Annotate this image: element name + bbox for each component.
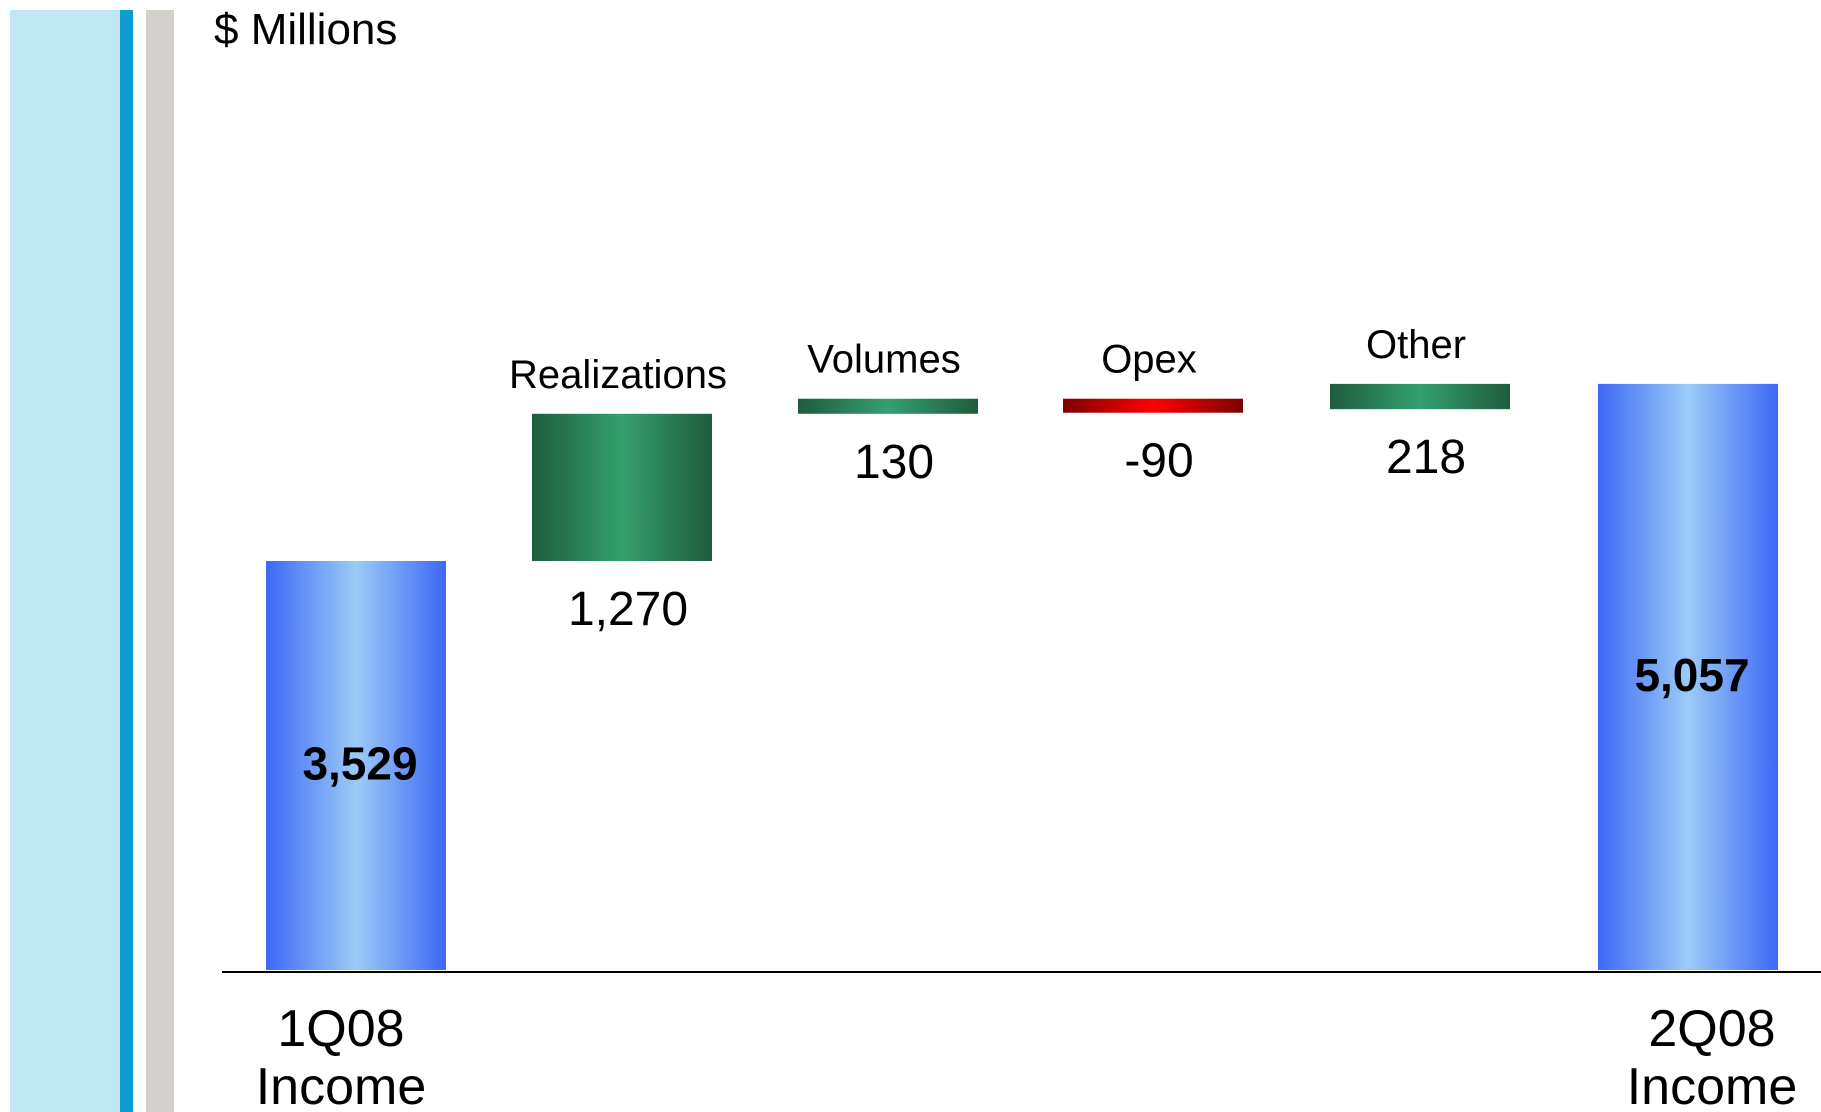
total-bar-5 (1598, 383, 1778, 971)
x-tick-label-5-line-0: 2Q08 (1648, 1000, 1775, 1058)
delta-value-label-1: 1,270 (568, 583, 688, 636)
left-panel (10, 10, 120, 1112)
x-tick-label-0-line-1: Income (256, 1058, 427, 1112)
left-accent-stripe (120, 10, 133, 1112)
unit-label: $ Millions (214, 5, 397, 54)
delta-bar-2 (798, 398, 978, 414)
delta-bar-1 (532, 413, 712, 561)
delta-value-label-2: 130 (854, 436, 934, 489)
delta-value-label-3: -90 (1124, 435, 1193, 488)
delta-value-label-4: 218 (1386, 431, 1466, 484)
total-value-label-0: 3,529 (302, 737, 417, 789)
delta-bar-3 (1063, 398, 1243, 413)
slide-decoration (10, 10, 174, 1112)
total-value-label-5: 5,057 (1634, 649, 1749, 701)
x-tick-label-5-line-1: Income (1627, 1058, 1798, 1112)
category-label-4: Other (1366, 323, 1466, 367)
plot-area: $ Millions 3,529 Realizations 1,270 Volumes 1… (214, 5, 1821, 1112)
delta-bar-4 (1330, 383, 1510, 410)
category-label-2: Volumes (807, 338, 960, 382)
x-tick-label-0-line-0: 1Q08 (277, 1000, 404, 1058)
category-label-3: Opex (1101, 338, 1197, 382)
category-label-1: Realizations (509, 353, 727, 397)
gray-stripe (146, 10, 174, 1112)
total-bar-0 (266, 560, 446, 970)
